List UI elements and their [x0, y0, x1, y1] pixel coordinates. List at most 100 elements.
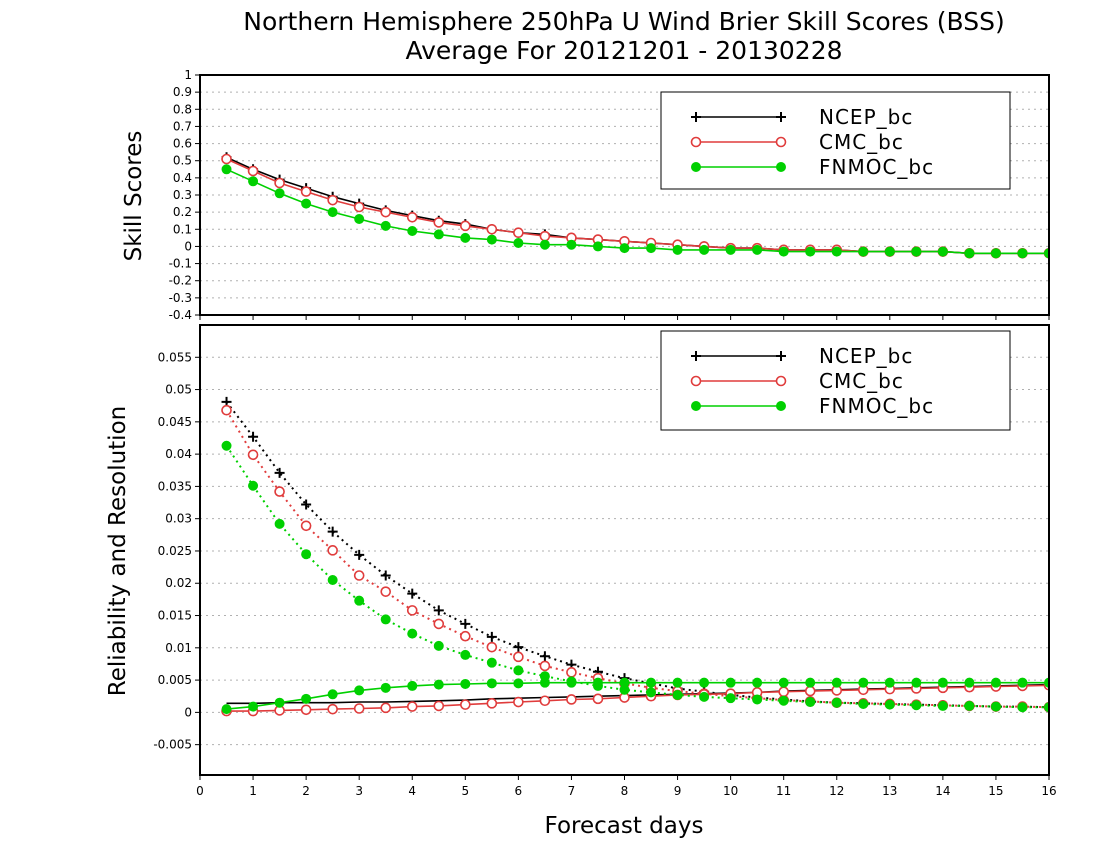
top-legend-marker-end-fnmoc-bc [776, 162, 786, 172]
top-legend-marker-start-cmc-bc [690, 136, 702, 148]
bottom-point-cmc-bc-3-22 [804, 685, 816, 697]
x-tick-label-16: 16 [1041, 784, 1056, 798]
bottom-point-ncep-bc-0-3 [301, 499, 312, 510]
x-tick-label-2: 2 [302, 784, 310, 798]
top-point-fnmoc-bc-2-7 [407, 226, 418, 236]
top-point-fnmoc-bc-2-6 [380, 220, 391, 231]
top-y-tick-label-9: 0.5 [173, 154, 192, 168]
bottom-y-tick-label-12: 0.055 [158, 350, 192, 364]
bottom-point-fnmoc-bc-4-28 [964, 700, 975, 711]
bottom-point-ncep-bc-0-12 [539, 651, 550, 662]
x-tick-label-12: 12 [829, 784, 844, 798]
bottom-point-ncep-bc-0-11 [513, 642, 524, 653]
bottom-point-cmc-bc-2-8 [433, 618, 445, 630]
bottom-legend-marker-end-cmc-bc [775, 375, 787, 387]
bottom-line-cmc-bc-3 [226, 684, 1049, 712]
top-legend-marker-end-cmc-bc [775, 136, 787, 148]
bottom-y-tick-label-6: 0.025 [158, 544, 192, 558]
bottom-point-cmc-bc-2-9 [460, 630, 471, 642]
top-point-fnmoc-bc-2-22 [805, 246, 816, 257]
top-point-fnmoc-bc-2-30 [1017, 248, 1028, 259]
bottom-y-tick-label-5: 0.02 [165, 576, 192, 590]
bottom-point-cmc-bc-3-13 [566, 694, 577, 705]
top-point-fnmoc-bc-2-21 [778, 246, 789, 257]
bottom-point-fnmoc-bc-5-22 [805, 677, 816, 688]
bottom-point-ncep-bc-0-7 [407, 588, 418, 599]
chart-title-line2: Average For 20121201 - 20130228 [405, 36, 842, 65]
x-tick-label-4: 4 [408, 784, 416, 798]
bottom-point-fnmoc-bc-5-17 [672, 677, 683, 688]
bottom-point-cmc-bc-2-3 [300, 520, 312, 532]
top-y-tick-label-7: 0.3 [173, 188, 192, 202]
bottom-series-group [221, 396, 1049, 717]
bottom-point-cmc-bc-3-12 [539, 695, 551, 707]
bottom-legend-label-ncep-bc: NCEP_bc [819, 344, 913, 368]
top-legend-marker-start-fnmoc-bc [691, 162, 701, 172]
bottom-point-cmc-bc-2-2 [274, 486, 285, 497]
top-point-fnmoc-bc-2-23 [831, 246, 842, 257]
bottom-point-fnmoc-bc-4-4 [327, 575, 338, 586]
bottom-point-fnmoc-bc-4-18 [699, 691, 710, 702]
top-legend-label-cmc-bc: CMC_bc [819, 130, 904, 154]
bottom-point-fnmoc-bc-5-9 [460, 678, 471, 689]
bottom-point-cmc-bc-3-7 [406, 701, 418, 712]
top-point-cmc-bc-1-3 [300, 186, 312, 197]
bottom-point-cmc-bc-3-21 [778, 686, 789, 698]
bottom-point-fnmoc-bc-5-25 [884, 677, 895, 688]
chart-title-line1: Northern Hemisphere 250hPa U Wind Brier … [243, 7, 1004, 36]
bottom-point-fnmoc-bc-4-8 [433, 640, 444, 651]
top-y-tick-label-5: 0.1 [173, 222, 192, 236]
bottom-point-fnmoc-bc-4-16 [646, 687, 657, 698]
bottom-point-cmc-bc-3-6 [380, 702, 392, 714]
bottom-point-fnmoc-bc-5-1 [248, 701, 259, 712]
bottom-y-tick-label-8: 0.035 [158, 479, 192, 493]
bottom-point-fnmoc-bc-5-10 [486, 678, 497, 689]
bottom-point-fnmoc-bc-5-11 [513, 678, 524, 689]
bottom-point-fnmoc-bc-4-19 [725, 693, 736, 704]
top-point-cmc-bc-1-5 [353, 201, 365, 213]
bottom-point-fnmoc-bc-4-17 [672, 689, 683, 700]
bottom-legend-marker-end-fnmoc-bc [776, 401, 786, 411]
top-point-fnmoc-bc-2-9 [460, 232, 471, 243]
bottom-point-fnmoc-bc-4-2 [274, 518, 285, 529]
top-point-cmc-bc-1-1 [247, 165, 259, 177]
bottom-point-ncep-bc-0-10 [486, 631, 497, 642]
bottom-point-fnmoc-bc-5-18 [699, 677, 710, 688]
top-legend-marker-end-ncep-bc [776, 112, 786, 122]
top-point-fnmoc-bc-2-20 [752, 244, 763, 255]
bottom-point-ncep-bc-0-1 [248, 431, 259, 442]
top-point-cmc-bc-1-0 [221, 153, 232, 165]
bottom-legend-box [660, 330, 1011, 431]
x-tick-label-11: 11 [776, 784, 791, 798]
bottom-point-cmc-bc-3-4 [327, 703, 338, 715]
bottom-point-fnmoc-bc-4-10 [486, 657, 497, 668]
top-y-tick-label-6: 0.2 [173, 205, 192, 219]
x-tick-label-9: 9 [674, 784, 682, 798]
top-y-tick-label-4: 0 [184, 239, 192, 253]
top-point-cmc-bc-1-10 [486, 223, 498, 235]
top-y-tick-label-2: -0.2 [169, 274, 192, 288]
bottom-point-fnmoc-bc-4-22 [805, 697, 816, 708]
bottom-panel: -0.005 0 0.005 0.01 0.015 0.02 0.025 0.03 0.035 0… [153, 324, 1057, 798]
bottom-point-fnmoc-bc-5-20 [752, 677, 763, 688]
bottom-point-fnmoc-bc-5-23 [831, 677, 842, 688]
bottom-point-cmc-bc-3-3 [300, 704, 312, 716]
bottom-point-fnmoc-bc-5-29 [990, 677, 1001, 688]
top-point-cmc-bc-1-4 [327, 194, 338, 206]
x-axis-label: Forecast days [545, 813, 704, 839]
top-point-fnmoc-bc-2-26 [911, 246, 922, 257]
bottom-point-fnmoc-bc-5-3 [301, 693, 312, 704]
top-y-tick-label-0: -0.4 [169, 308, 192, 322]
top-y-tick-label-10: 0.6 [173, 137, 192, 151]
bottom-point-fnmoc-bc-4-25 [884, 699, 895, 710]
bottom-point-cmc-bc-2-5 [353, 570, 365, 581]
bottom-point-fnmoc-bc-5-15 [619, 677, 630, 688]
bottom-point-fnmoc-bc-4-20 [752, 694, 763, 705]
bottom-legend-label-fnmoc-bc: FNMOC_bc [819, 394, 934, 418]
top-point-fnmoc-bc-2-15 [619, 243, 630, 254]
bottom-point-cmc-bc-2-1 [247, 449, 259, 461]
x-tick-label-14: 14 [935, 784, 950, 798]
top-point-fnmoc-bc-2-12 [539, 239, 550, 250]
